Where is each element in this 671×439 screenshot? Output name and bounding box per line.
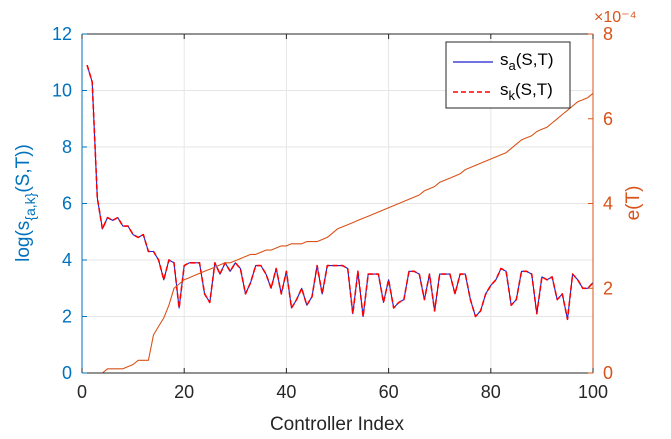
legend-label-sa: sa(S,T) (500, 50, 554, 73)
series-layer (86, 64, 594, 374)
x-tick-label: 60 (379, 382, 399, 402)
axes (81, 33, 594, 374)
legend-sk-rest: (S,T) (515, 80, 553, 99)
left-tick-label: 0 (62, 363, 72, 383)
left-tick-label: 12 (52, 24, 72, 44)
right-axis-exponent: ×10⁻⁴ (594, 9, 637, 26)
x-axis-label: Controller Index (270, 414, 405, 435)
x-tick-label: 40 (276, 382, 296, 402)
left-tick-label: 10 (52, 81, 72, 101)
x-tick-label: 100 (578, 382, 608, 402)
legend-sk-main: s (500, 80, 509, 99)
right-tick-label: 2 (603, 278, 613, 298)
series-line-2 (86, 64, 594, 321)
x-tick-label: 80 (481, 382, 501, 402)
legend-sa-rest: (S,T) (516, 50, 554, 69)
x-tick-label: 20 (174, 382, 194, 402)
right-y-axis-label: e(T) (623, 186, 644, 221)
left-y-axis-label: log(s{a,k}(S,T)) (13, 144, 38, 262)
legend-sk-sub: k (509, 88, 516, 103)
legend-sa-main: s (500, 50, 509, 69)
series-line-3 (87, 92, 594, 374)
right-tick-label: 6 (603, 109, 613, 129)
x-tick-label: 0 (77, 382, 87, 402)
left-tick-label: 2 (62, 307, 72, 327)
legend-label-sk: sk(S,T) (500, 80, 553, 103)
right-tick-label: 8 (603, 24, 613, 44)
legend-box (445, 41, 571, 109)
left-tick-label: 4 (62, 250, 72, 270)
right-tick-label: 4 (603, 194, 613, 214)
right-tick-label: 0 (603, 363, 613, 383)
legend-sa-sub: a (509, 58, 517, 73)
legend: sa(S,T) sk(S,T) (445, 41, 571, 109)
left-tick-label: 8 (62, 137, 72, 157)
left-tick-label: 6 (62, 194, 72, 214)
